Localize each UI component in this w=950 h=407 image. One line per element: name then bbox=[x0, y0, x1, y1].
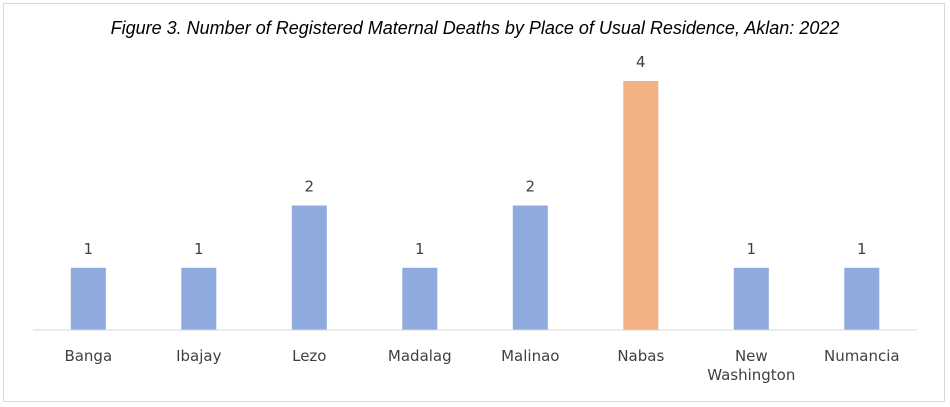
data-label-ibajay: 1 bbox=[194, 240, 204, 258]
chart-title: Figure 3. Number of Registered Maternal … bbox=[110, 18, 840, 38]
x-tick-label-new-washington: New Washington bbox=[707, 347, 795, 384]
x-tick-label-lezo: Lezo bbox=[292, 347, 326, 365]
x-tick-label-nabas: Nabas bbox=[617, 347, 664, 365]
bar-banga bbox=[70, 267, 106, 331]
data-label-lezo: 2 bbox=[305, 178, 315, 196]
bar-malinao bbox=[512, 205, 548, 330]
data-label-madalag: 1 bbox=[415, 240, 425, 258]
bar-madalag bbox=[402, 267, 438, 331]
bar-numancia bbox=[844, 267, 880, 331]
x-tick-label-banga: Banga bbox=[64, 347, 112, 365]
x-tick-label-malinao: Malinao bbox=[501, 347, 559, 365]
data-label-new-washington: 1 bbox=[747, 240, 757, 258]
data-label-banga: 1 bbox=[84, 240, 94, 258]
data-label-nabas: 4 bbox=[636, 53, 646, 71]
x-tick-label-ibajay: Ibajay bbox=[176, 347, 221, 365]
bar-new-washington bbox=[733, 267, 769, 331]
data-label-malinao: 2 bbox=[526, 178, 536, 196]
x-tick-label-numancia: Numancia bbox=[824, 347, 900, 365]
bar-ibajay bbox=[181, 267, 217, 331]
data-label-numancia: 1 bbox=[857, 240, 867, 258]
bar-nabas bbox=[623, 81, 659, 330]
chart-frame bbox=[3, 3, 945, 402]
x-tick-label-madalag: Madalag bbox=[388, 347, 452, 365]
bar-lezo bbox=[291, 205, 327, 330]
